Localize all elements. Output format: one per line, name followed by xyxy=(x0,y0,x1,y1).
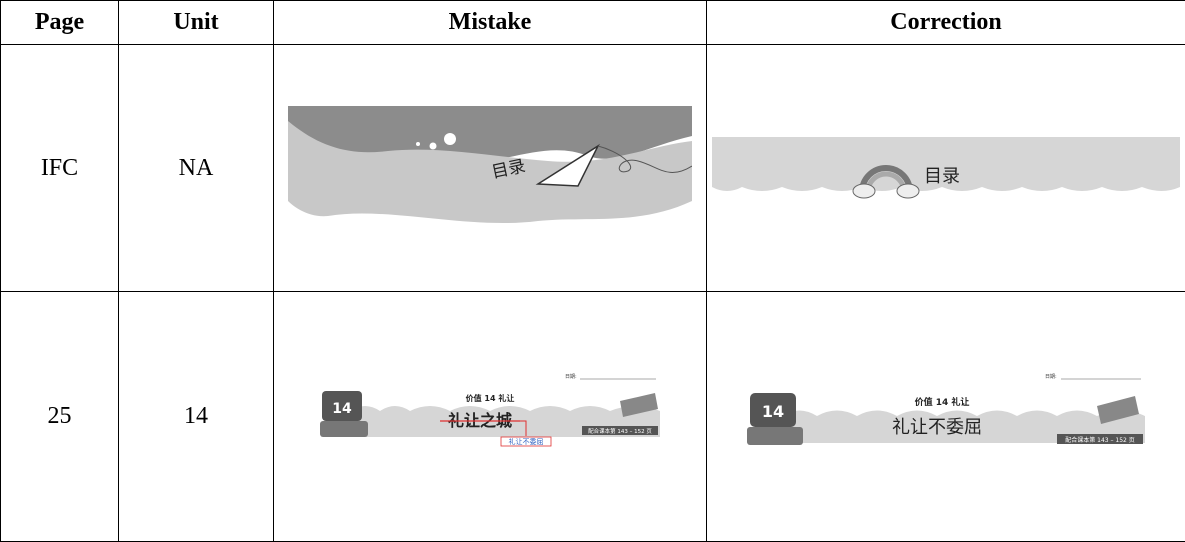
mistake-cell: 日期: 14 价值 14 礼让 礼让之城 礼让不委屈 配合课本第 143 – 1… xyxy=(274,292,707,542)
pages: 配合课本第 143 – 152 页 xyxy=(1065,436,1135,444)
heading: 目录 xyxy=(924,166,960,187)
correction-image: 日期: 14 价值 14 礼让 礼让不委屈 配合课本第 143 – 152 页 xyxy=(747,371,1145,463)
laptop-base xyxy=(747,427,803,445)
unit-cell: NA xyxy=(119,45,274,292)
mistake-image: 目录 xyxy=(288,106,692,230)
page-cell: 25 xyxy=(1,292,119,542)
row: 25 14 日期: 14 价值 14 礼让 礼让之城 礼让不委屈 配合课本第 1… xyxy=(1,292,1185,542)
unit-cell: 14 xyxy=(119,292,274,542)
header-cell: Correction xyxy=(707,1,1185,45)
header-cell: Unit xyxy=(119,1,274,45)
header-cell: Mistake xyxy=(274,1,707,45)
dot xyxy=(416,142,420,146)
row: IFC NA 目录 目录 xyxy=(1,45,1185,292)
dot xyxy=(430,143,437,150)
correction-image: 目录 xyxy=(712,137,1180,199)
correction-cell: 日期: 14 价值 14 礼让 礼让不委屈 配合课本第 143 – 152 页 xyxy=(707,292,1185,542)
date-label: 日期: xyxy=(1045,374,1057,380)
page-cell: IFC xyxy=(1,45,119,292)
lesson: 价值 14 礼让 xyxy=(466,393,515,403)
fix-text: 礼让不委屈 xyxy=(509,437,544,446)
mistake-image: 日期: 14 价值 14 礼让 礼让之城 礼让不委屈 配合课本第 143 – 1… xyxy=(320,371,660,463)
cloud xyxy=(853,184,875,198)
lesson: 价值 14 礼让 xyxy=(915,396,970,408)
header-cell: Page xyxy=(1,1,119,45)
badge: 14 xyxy=(332,401,352,417)
cloud xyxy=(897,184,919,198)
laptop-base xyxy=(320,421,368,437)
dot xyxy=(444,133,456,145)
correction-cell: 目录 xyxy=(707,45,1185,292)
header-row: Page Unit Mistake Correction xyxy=(1,1,1185,45)
pages: 配合课本第 143 – 152 页 xyxy=(588,427,652,435)
badge: 14 xyxy=(762,402,784,421)
mistake-cell: 目录 xyxy=(274,45,707,292)
date-label: 日期: xyxy=(565,374,577,380)
title: 礼让不委屈 xyxy=(892,417,982,438)
